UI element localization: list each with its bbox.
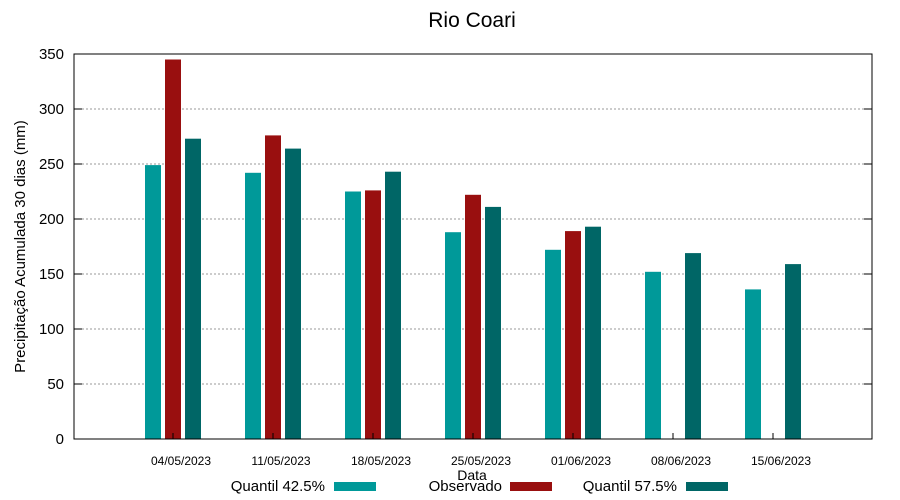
bar	[285, 148, 301, 439]
x-tick-label: 18/05/2023	[351, 454, 411, 468]
bar	[345, 191, 361, 439]
bar	[545, 249, 561, 439]
legend-swatch	[510, 482, 552, 491]
bar	[385, 171, 401, 439]
bar	[745, 289, 761, 439]
bars	[145, 59, 801, 440]
y-tick-label: 50	[47, 376, 64, 393]
bar	[645, 271, 661, 439]
x-tick-label: 04/05/2023	[151, 454, 211, 468]
bar	[445, 232, 461, 439]
bar	[485, 206, 501, 439]
y-axis-ticks: 0 50 100 150 200 250 300 350	[39, 46, 872, 448]
x-tick-label: 01/06/2023	[551, 454, 611, 468]
x-tick-label: 15/06/2023	[751, 454, 811, 468]
y-tick-label: 250	[39, 156, 64, 173]
x-axis-label: Data	[457, 467, 487, 483]
chart-title: Rio Coari	[428, 9, 516, 32]
bar	[785, 264, 801, 439]
bar	[685, 253, 701, 439]
y-tick-label: 100	[39, 321, 64, 338]
bar	[245, 172, 261, 440]
y-axis-label: Precipitação Acumulada 30 dias (mm)	[12, 120, 29, 373]
x-tick-label: 11/05/2023	[251, 454, 310, 468]
bar	[265, 135, 281, 439]
bar	[585, 226, 601, 439]
legend-label: Quantil 57.5%	[583, 478, 677, 495]
x-axis-ticks: 04/05/2023 11/05/2023 18/05/2023 25/05/2023…	[151, 433, 811, 468]
legend-swatch	[686, 482, 728, 491]
y-tick-label: 150	[39, 266, 64, 283]
legend-swatch	[334, 482, 376, 491]
x-tick-label: 08/06/2023	[651, 454, 711, 468]
y-tick-label: 350	[39, 46, 64, 63]
legend: Quantil 42.5% Observado Quantil 57.5%	[231, 478, 728, 495]
bar	[165, 59, 181, 439]
grid-lines	[74, 108, 872, 385]
y-tick-label: 200	[39, 211, 64, 228]
bar	[465, 194, 481, 439]
bar	[185, 138, 201, 439]
bar	[565, 231, 581, 439]
y-tick-label: 300	[39, 101, 64, 118]
bar	[145, 165, 161, 439]
y-tick-label: 0	[56, 431, 64, 448]
x-tick-label: 25/05/2023	[451, 454, 511, 468]
bar	[365, 190, 381, 439]
legend-label: Observado	[429, 478, 502, 495]
legend-label: Quantil 42.5%	[231, 478, 325, 495]
